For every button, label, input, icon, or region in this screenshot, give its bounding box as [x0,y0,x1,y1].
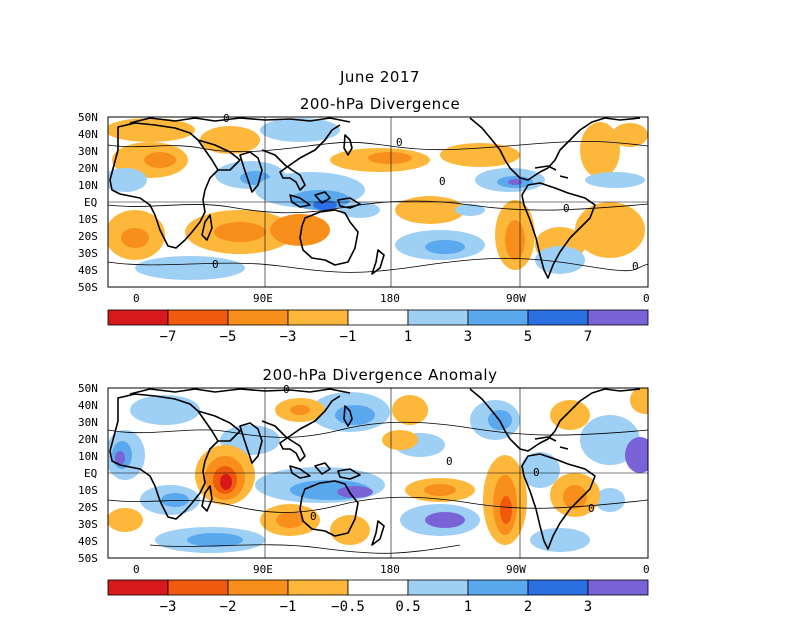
lat-tick-label: 40S [78,535,98,548]
lat-tick-label: 50S [78,281,98,294]
lat-tick-label: 20N [78,162,98,175]
panel2-contour-label: 0 [533,466,540,479]
lat-tick-label: 30S [78,247,98,260]
lon-tick-label: 0 [133,563,140,576]
lon-tick-label: 180 [380,292,400,305]
panel1-contour-label: 0 [223,112,230,125]
panel2-lon-axis: 0 90E 180 90W 0 [133,563,650,576]
lon-tick-label: 180 [380,563,400,576]
panel2-colorbar: −3 −2 −1 −0.5 0.5 1 2 3 [107,579,649,615]
panel1-lat-axis: 50N 40N 30N 20N 10N EQ 10S 20S 30S 40S 5… [78,111,98,294]
colorbar-tick-label: −1 [280,599,297,615]
panel2-contour-label: 0 [310,510,317,523]
lon-tick-label: 90E [253,292,273,305]
panel1-contour-label: 0 [439,175,446,188]
panel1-frame [107,116,649,288]
panel2-lat-axis: 50N 40N 30N 20N 10N EQ 10S 20S 30S 40S 5… [78,382,98,565]
lat-tick-label: 30N [78,145,98,158]
colorbar-tick-label: 3 [464,329,472,345]
colorbar-tick-label: −7 [160,329,177,345]
colorbar-swatch [407,309,469,326]
colorbar-tick-label: −3 [280,329,297,345]
panel2-contour-label: 0 [588,502,595,515]
lat-tick-label: 10S [78,213,98,226]
panel1-contour-label: 0 [632,260,639,273]
colorbar-tick-label: 7 [584,329,592,345]
colorbar-tick-label: 5 [524,329,532,345]
colorbar-tick-label: 3 [584,599,592,615]
panel2-contour-label: 0 [446,455,453,468]
panel2-contour-label: 0 [283,383,290,396]
colorbar-swatch [467,309,529,326]
lat-tick-label: 20N [78,433,98,446]
lat-tick-label: 10N [78,450,98,463]
lon-tick-label: 0 [133,292,140,305]
colorbar-swatch [287,309,349,326]
panel1-colorbar: −7 −5 −3 −1 1 3 5 7 [107,309,649,345]
colorbar-tick-label: −0.5 [331,599,365,615]
lat-tick-label: 50N [78,111,98,124]
lat-tick-label: EQ [84,196,97,209]
lat-tick-label: 10N [78,179,98,192]
lat-tick-label: EQ [84,467,97,480]
panel2-frame [107,387,649,559]
colorbar-swatch [107,309,169,326]
colorbar-tick-label: −5 [220,329,237,345]
panel1-map: 0 0 0 0 0 0 50N 40N 30N 20N 10N EQ 10S 2… [78,111,650,345]
lat-tick-label: 40N [78,399,98,412]
colorbar-swatch [527,579,589,596]
panel1-contour-label: 0 [396,136,403,149]
lon-tick-label: 0 [643,563,650,576]
colorbar-swatch [347,309,409,326]
panel1-contour-label: 0 [212,258,219,271]
figure-date-title: June 2017 [339,68,421,86]
panel1-lon-axis: 0 90E 180 90W 0 [133,292,650,305]
colorbar-swatch [227,309,289,326]
colorbar-swatch [587,579,649,596]
lat-tick-label: 50S [78,552,98,565]
colorbar-tick-label: −2 [220,599,237,615]
panel1-title: 200-hPa Divergence [299,95,461,113]
colorbar-tick-label: 2 [524,599,532,615]
lon-tick-label: 0 [643,292,650,305]
colorbar-tick-label: −1 [340,329,357,345]
lon-tick-label: 90W [506,563,526,576]
colorbar-tick-label: 1 [404,329,412,345]
lat-tick-label: 30S [78,518,98,531]
panel2-title: 200-hPa Divergence Anomaly [262,366,498,384]
panel1-shading [108,118,648,280]
colorbar-swatch [467,579,529,596]
lon-tick-label: 90E [253,563,273,576]
lat-tick-label: 30N [78,416,98,429]
colorbar-swatch [167,309,229,326]
lat-tick-label: 20S [78,230,98,243]
colorbar-swatch [167,579,229,596]
colorbar-swatch [407,579,469,596]
colorbar-tick-label: 0.5 [395,599,420,615]
colorbar-tick-label: −3 [160,599,177,615]
lon-tick-label: 90W [506,292,526,305]
lat-tick-label: 20S [78,501,98,514]
colorbar-swatch [287,579,349,596]
lat-tick-label: 50N [78,382,98,395]
colorbar-tick-label: 1 [464,599,472,615]
colorbar-swatch [227,579,289,596]
colorbar-swatch [347,579,409,596]
colorbar-swatch [527,309,589,326]
colorbar-swatch [107,579,169,596]
lat-tick-label: 40N [78,128,98,141]
colorbar-swatch [587,309,649,326]
panel2-map: 0 0 0 0 0 50N 40N 30N 20N 10N EQ 10S 20S… [78,382,650,615]
lat-tick-label: 40S [78,264,98,277]
panel1-contour-label: 0 [563,202,570,215]
lat-tick-label: 10S [78,484,98,497]
